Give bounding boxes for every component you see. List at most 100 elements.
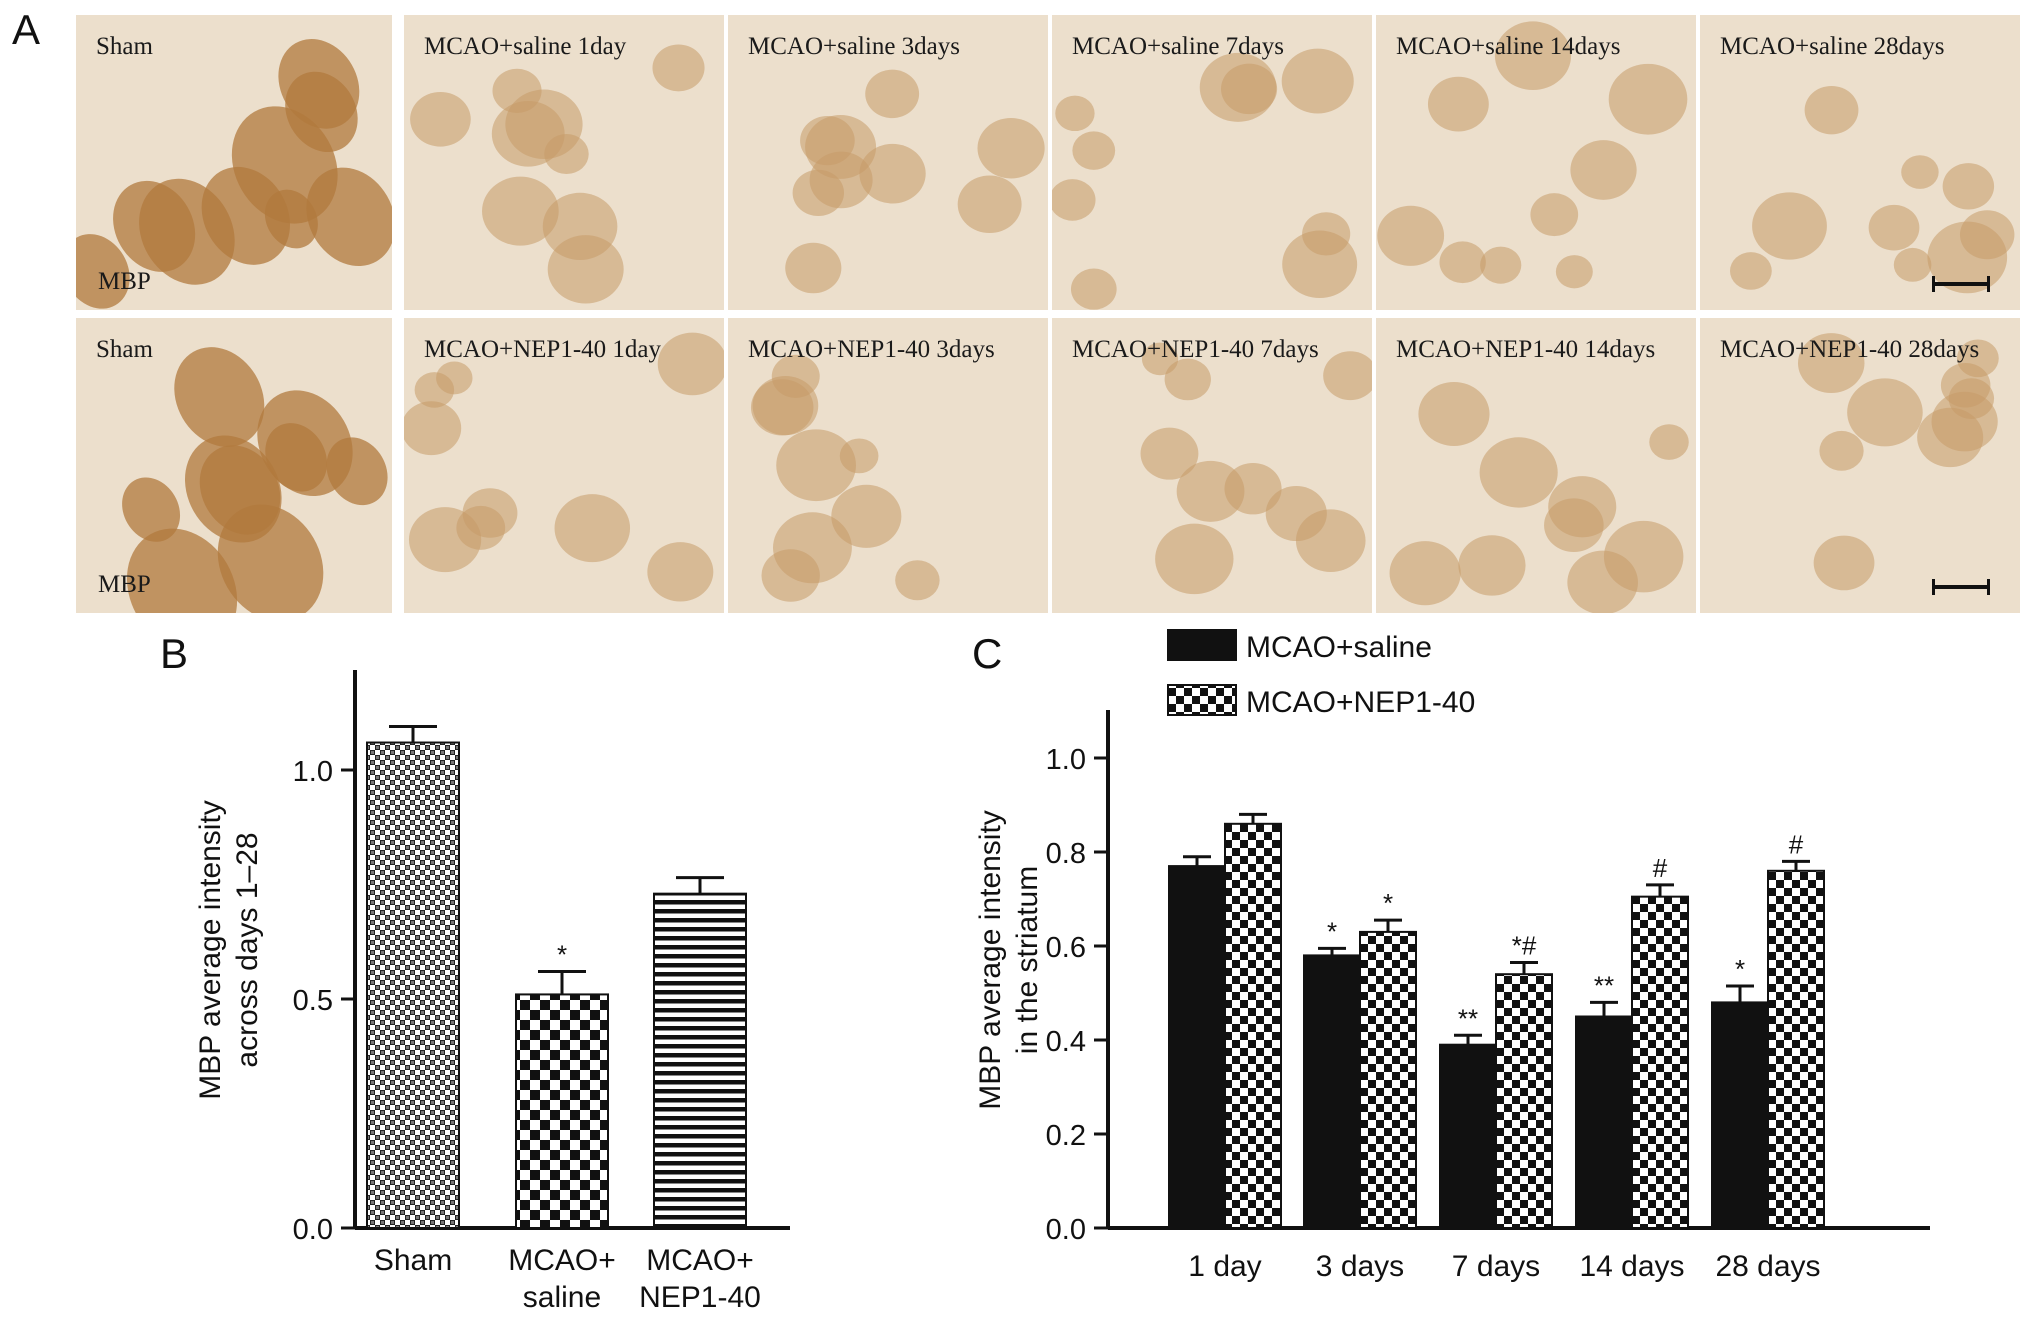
fiber-bundle	[1813, 535, 1875, 591]
fiber-bundle	[1176, 460, 1245, 522]
fiber-bundle	[1199, 52, 1277, 122]
stain-label: MBP	[98, 268, 151, 295]
fiber-bundle	[771, 354, 820, 398]
fiber-bundle	[1868, 204, 1920, 251]
panel-c-y-label: MBP average intensity	[974, 810, 1007, 1110]
fiber-bundle	[126, 528, 238, 613]
stain-label: MBP	[98, 571, 151, 598]
fiber-bundle	[1649, 424, 1689, 460]
fiber-bundle	[1389, 541, 1461, 606]
panel-c-annotation: **	[1458, 1003, 1478, 1033]
micrograph-label: MCAO+saline 28days	[1720, 33, 1945, 60]
panel-c-bar	[1495, 973, 1553, 1230]
scale-bar	[1932, 276, 1990, 292]
fiber-bundle	[1055, 95, 1095, 132]
micrograph-label: MCAO+saline 7days	[1072, 33, 1284, 60]
fiber-bundle	[805, 115, 877, 179]
legend-swatch	[1167, 629, 1237, 661]
fiber-bundle	[1959, 210, 2015, 260]
panel-c-annotation: *	[1735, 954, 1745, 984]
panel-b-bar	[653, 892, 747, 1229]
panel-c-annotation: *#	[1512, 930, 1537, 960]
micrograph-tile: MCAO+NEP1-40 1day	[404, 318, 724, 613]
fiber-bundle	[1819, 430, 1864, 471]
tissue-texture	[122, 347, 388, 613]
fiber-bundle	[1377, 205, 1445, 266]
fiber-bundle	[199, 445, 281, 535]
panel-b-bar	[515, 993, 609, 1229]
micrograph-label: MCAO+saline 3days	[748, 33, 960, 60]
fiber-bundle	[76, 234, 130, 309]
panel-b-x-tick-label: MCAO+	[508, 1244, 616, 1277]
fiber-bundle	[482, 176, 559, 246]
fiber-bundle	[1302, 212, 1351, 256]
tissue-texture	[1797, 333, 1999, 591]
fiber-bundle	[542, 192, 618, 260]
fiber-bundle	[1956, 339, 1999, 378]
fiber-bundle	[647, 542, 714, 602]
tissue-texture	[785, 69, 1045, 294]
micrograph-label: MCAO+NEP1-40 28days	[1720, 336, 1980, 363]
fiber-bundle	[1070, 268, 1117, 310]
tissue-texture	[750, 354, 940, 602]
fiber-bundle	[1052, 179, 1096, 221]
fiber-bundle	[792, 169, 845, 217]
panel-c-bar	[1575, 1015, 1633, 1229]
micrograph-tile: MCAO+saline 28days	[1700, 15, 2020, 310]
micrograph-label: MCAO+NEP1-40 7days	[1072, 336, 1319, 363]
panel-b-letter: B	[160, 630, 189, 677]
panel-c-y-tick-label: 0.2	[1046, 1120, 1086, 1152]
micrograph-tile: MCAO+NEP1-40 3days	[728, 318, 1048, 613]
panel-c-x-tick-label: 7 days	[1452, 1250, 1540, 1283]
micrograph-tile: MCAO+saline 7days	[1052, 15, 1372, 310]
fiber-bundle	[1917, 407, 1984, 468]
panel-b-y-label: MBP average intensity	[194, 800, 227, 1100]
tissue-texture	[1377, 21, 1688, 289]
panel-b-y-label: across days 1–28	[231, 832, 264, 1067]
fiber-bundle	[657, 332, 724, 396]
panel-c-bar	[1224, 822, 1282, 1229]
panel-c-bar	[1767, 869, 1825, 1229]
fiber-bundle	[1323, 351, 1372, 401]
panel-c-annotation: *	[1327, 916, 1337, 946]
fiber-bundle	[1072, 131, 1116, 170]
fiber-bundle	[1567, 550, 1638, 613]
panel-b-bar	[366, 741, 460, 1230]
micrograph-label: MCAO+NEP1-40 3days	[748, 336, 995, 363]
fiber-bundle	[1480, 246, 1522, 284]
fiber-bundle	[652, 44, 705, 92]
fiber-bundle	[1893, 247, 1932, 282]
panel-c-y-tick-label: 0.4	[1046, 1026, 1086, 1058]
micrograph-tile: MCAO+NEP1-40 28days	[1700, 318, 2020, 613]
fiber-bundle	[1494, 21, 1572, 90]
panel-b-x-tick-label: MCAO+	[646, 1244, 754, 1277]
fiber-bundle	[410, 91, 471, 147]
fiber-bundle	[895, 560, 940, 601]
fiber-bundle	[1458, 535, 1526, 596]
panel-c-bar	[1359, 930, 1417, 1230]
fiber-bundle	[1948, 378, 1995, 420]
micrograph-tile: MCAO+saline 3days	[728, 15, 1048, 310]
panel-c-x-tick-label: 1 day	[1188, 1250, 1261, 1283]
fiber-bundle	[1155, 523, 1234, 595]
fiber-bundle	[839, 438, 879, 474]
fiber-bundle	[1164, 358, 1211, 401]
fiber-bundle	[1804, 85, 1859, 135]
fiber-bundle	[1281, 48, 1354, 114]
fiber-bundle	[436, 361, 473, 395]
legend-label: MCAO+saline	[1246, 631, 1432, 664]
micrograph-label: MCAO+NEP1-40 14days	[1396, 336, 1656, 363]
panel-c-x-tick-label: 28 days	[1715, 1250, 1820, 1283]
tissue-texture	[1730, 85, 2015, 294]
fiber-bundle	[831, 484, 902, 548]
fiber-bundle	[859, 143, 926, 204]
fiber-bundle	[1544, 498, 1604, 553]
fiber-bundle	[1608, 63, 1688, 135]
micrograph-label: MCAO+saline 1day	[424, 33, 627, 60]
panel-c-bar	[1631, 895, 1689, 1230]
fiber-bundle	[1140, 427, 1199, 480]
fiber-bundle	[1427, 76, 1489, 132]
micrograph-tile: MCAO+NEP1-40 14days	[1376, 318, 1696, 613]
micrograph-tile: Sham MBP	[76, 15, 392, 310]
legend-swatch	[1167, 684, 1237, 716]
